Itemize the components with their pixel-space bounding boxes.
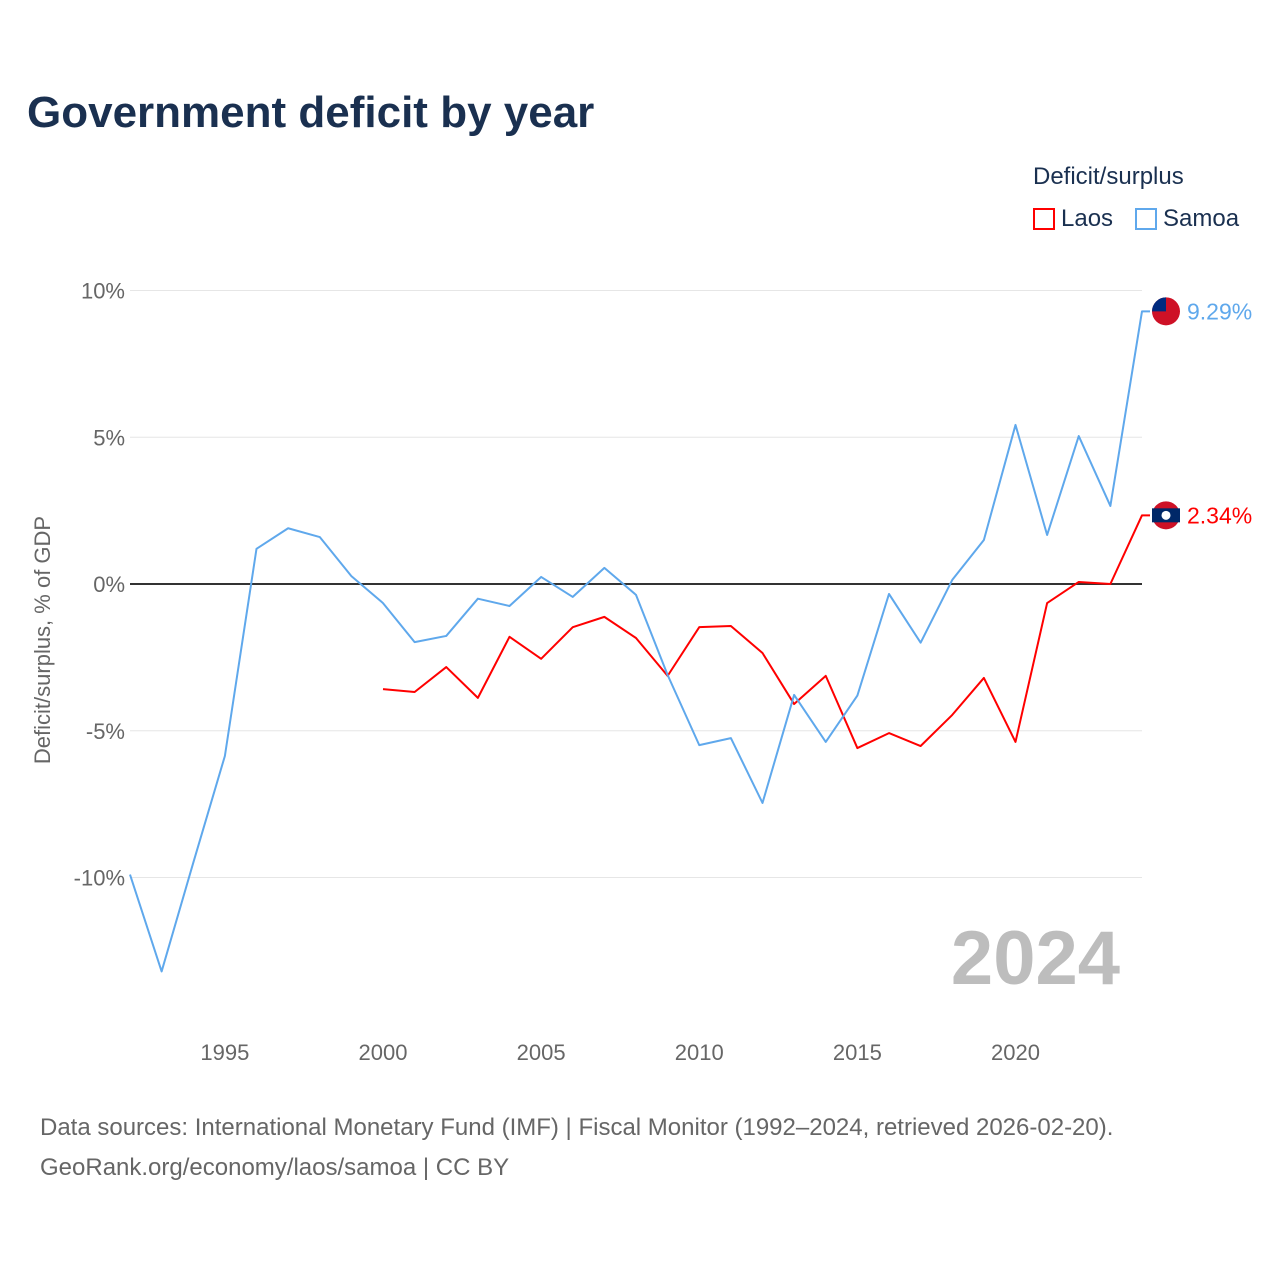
y-tick-label: -10% <box>74 866 125 891</box>
source-line-2[interactable]: GeoRank.org/economy/laos/samoa | CC BY <box>40 1154 510 1181</box>
y-tick-label: -5% <box>86 719 125 744</box>
source-line-1: Data sources: International Monetary Fun… <box>40 1114 1114 1141</box>
source-note: Data sources: International Monetary Fun… <box>40 1108 1113 1188</box>
series-line-laos <box>382 514 1150 750</box>
legend-title: Deficit/surplus <box>1033 163 1184 190</box>
y-tick-label: 5% <box>93 425 125 450</box>
y-tick-label: 0% <box>93 572 125 597</box>
legend-swatch-samoa <box>1135 208 1157 230</box>
legend-label-laos: Laos <box>1061 205 1114 232</box>
end-label-laos: 2.34% <box>1187 502 1252 528</box>
chart-title: Government deficit by year <box>27 88 595 137</box>
laos-flag-icon <box>1152 501 1180 530</box>
x-tick-label: 2020 <box>991 1040 1040 1065</box>
end-label-samoa: 9.29% <box>1187 298 1252 324</box>
legend-item-laos[interactable]: Laos <box>1033 205 1113 233</box>
x-tick-label: 1995 <box>200 1040 249 1065</box>
year-watermark: 2024 <box>951 916 1120 1001</box>
x-tick-label: 2005 <box>517 1040 566 1065</box>
flag-canton <box>1152 297 1166 312</box>
flag-disc <box>1161 510 1171 520</box>
y-tick-label: 10% <box>81 279 125 304</box>
x-tick-label: 2015 <box>833 1040 882 1065</box>
x-tick-label: 2010 <box>675 1040 724 1065</box>
legend-item-samoa[interactable]: Samoa <box>1135 205 1239 233</box>
x-tick-label: 2000 <box>359 1040 408 1065</box>
samoa-flag-icon <box>1152 297 1180 326</box>
legend-swatch-laos <box>1033 208 1055 230</box>
legend-label-samoa: Samoa <box>1163 205 1240 232</box>
y-axis-label: Deficit/surplus, % of GDP <box>30 516 55 764</box>
series-line-samoa <box>129 310 1150 973</box>
